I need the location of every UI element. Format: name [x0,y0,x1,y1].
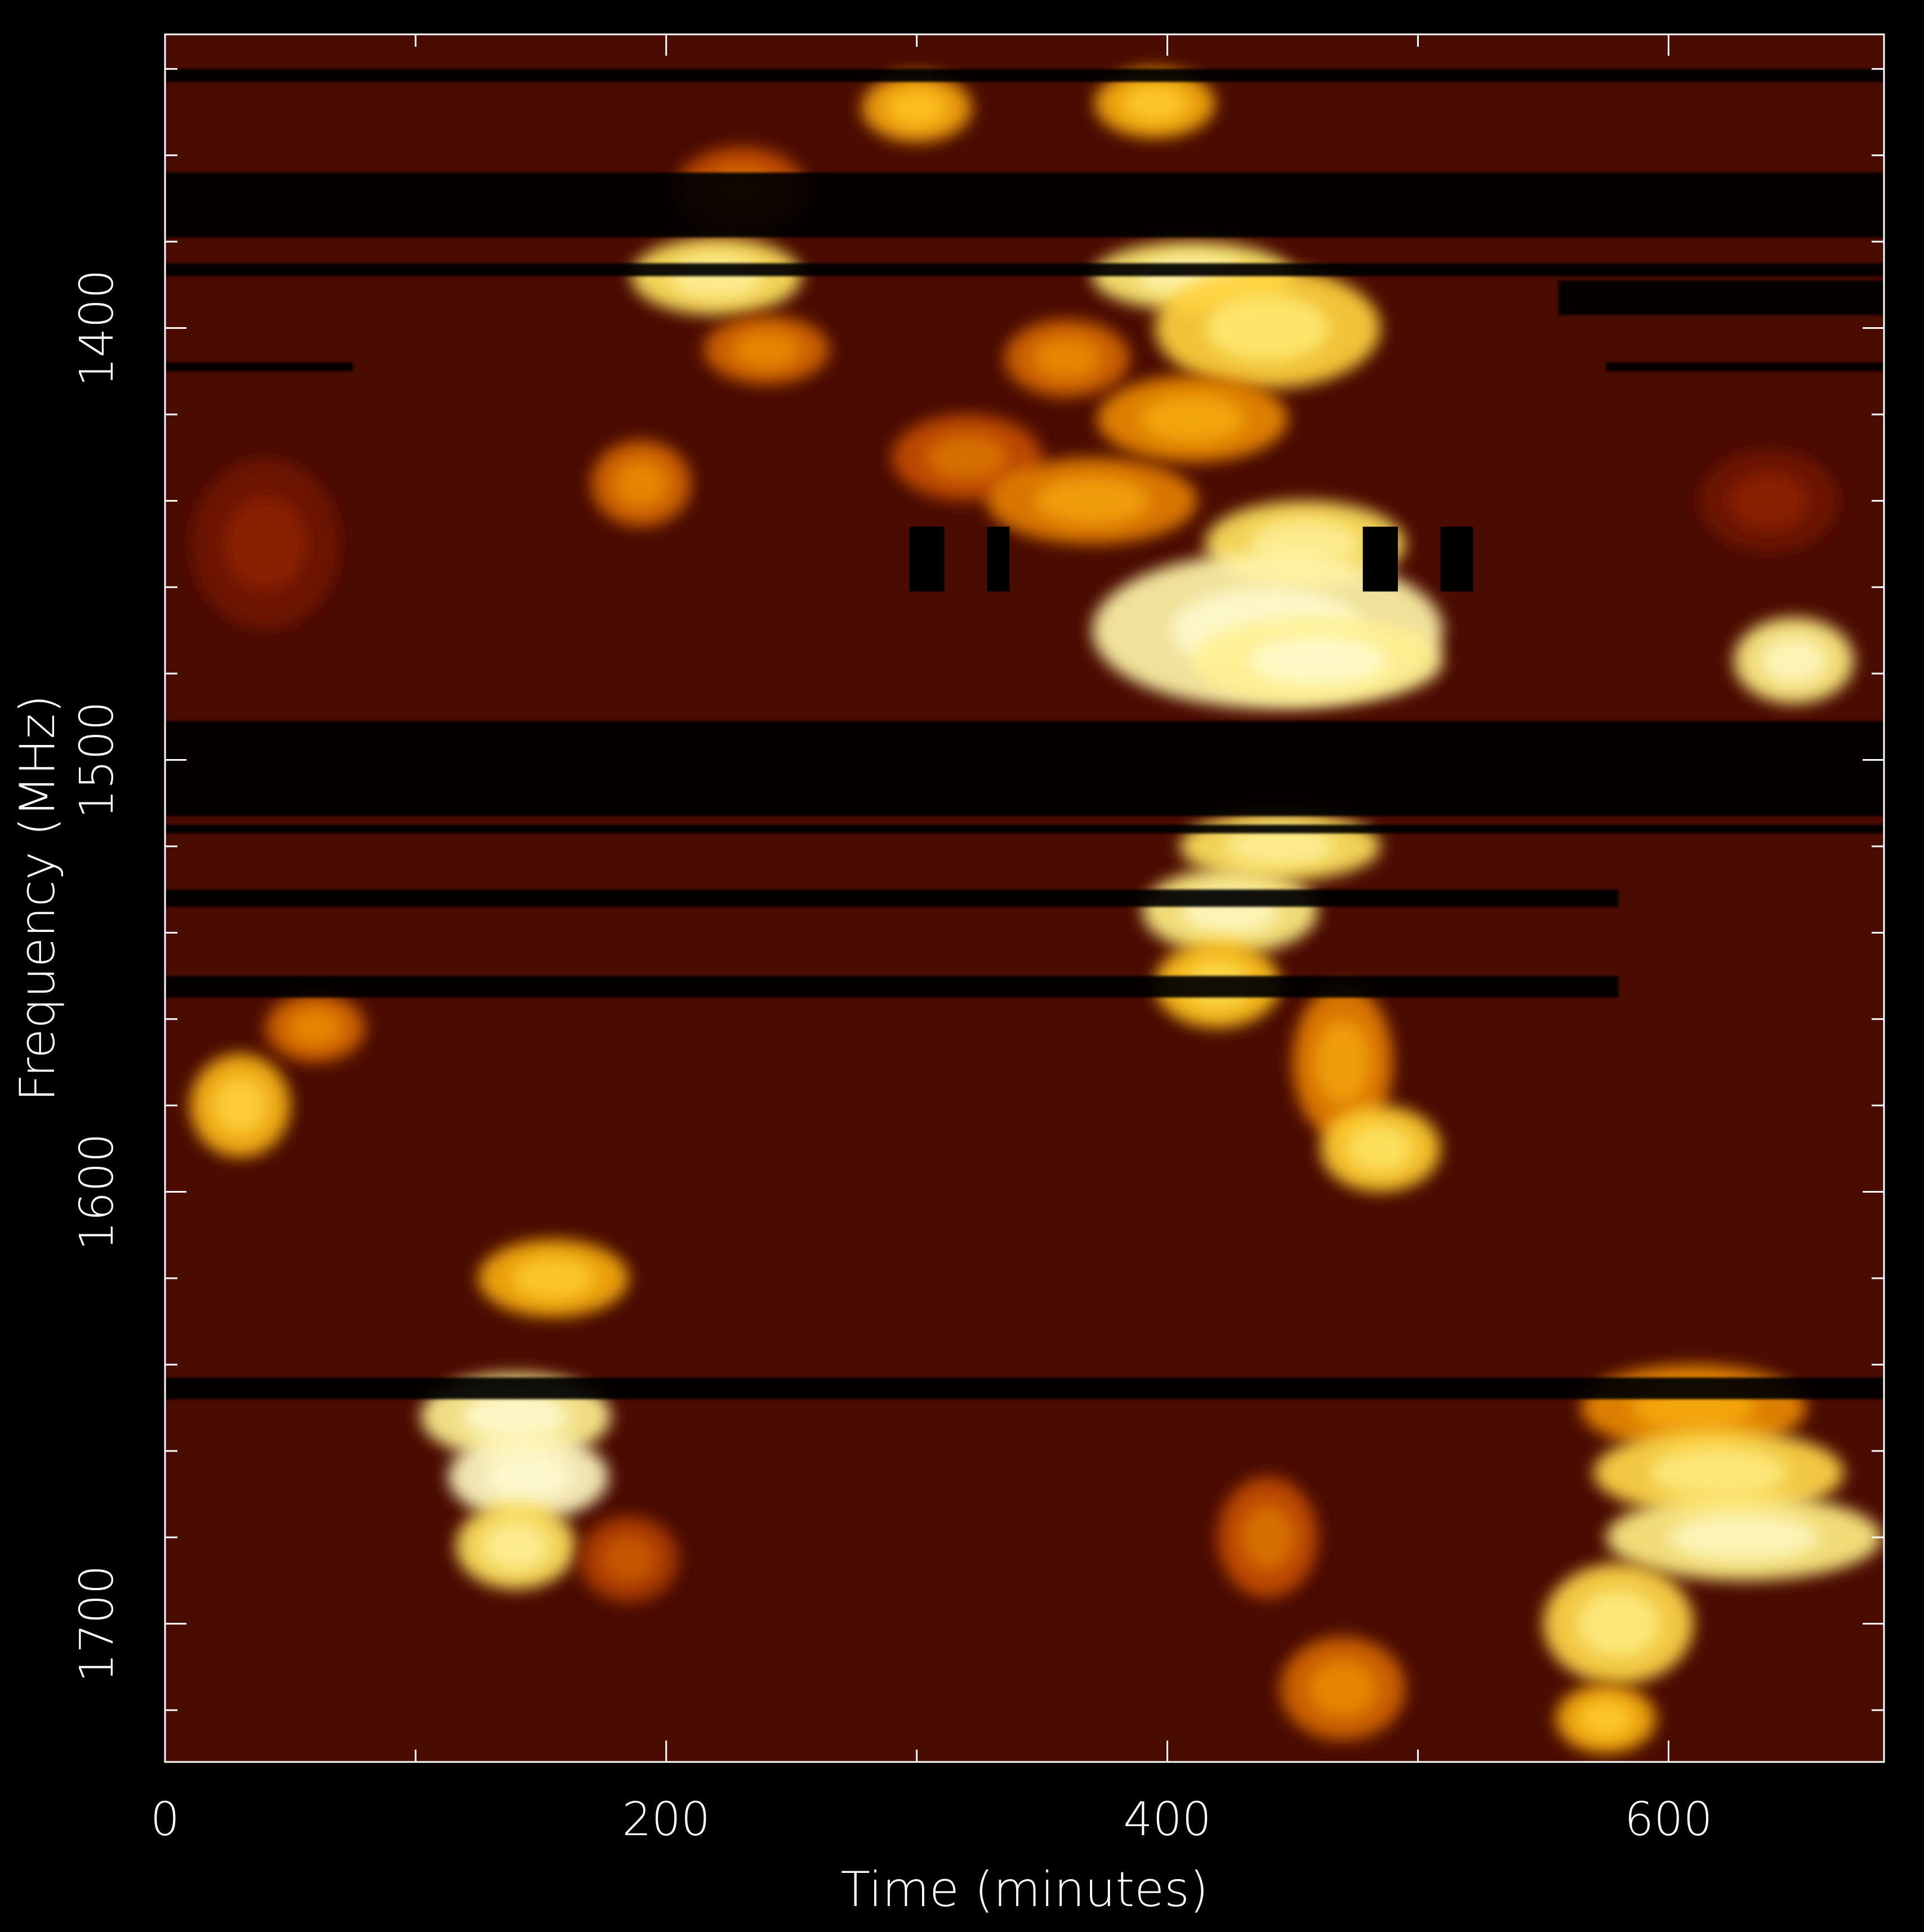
x-tick-label: 600 [1624,1793,1713,1846]
x-axis-label: Time (minutes) [840,1862,1208,1918]
rfi-block [1440,526,1473,592]
bright-region-core [1347,1125,1414,1173]
y-tick-label: 1600 [70,1133,124,1251]
rfi-band [1558,280,1884,315]
y-tick-label: 1500 [70,701,124,819]
rfi-block [987,526,1010,592]
rfi-band [165,69,1884,82]
bright-region-core [601,1535,657,1583]
bright-region-core [1240,1504,1295,1571]
bright-region-core [1121,84,1188,123]
y-axis-label: Frequency (MHz) [10,695,66,1102]
rfi-band [165,362,353,372]
bright-region-core [288,1009,343,1047]
bright-region-core [463,1393,568,1440]
bright-region-core [1140,395,1245,443]
rfi-band [1606,362,1884,372]
bright-region-core [224,496,307,592]
rfi-band [165,889,1619,907]
bright-region-core [925,434,1009,481]
axes-layer: 0 200 400 600 1400 1500 1600 1700 [70,34,1884,1846]
bright-region-core [732,331,801,369]
rfi-band [165,824,1884,833]
bright-region-core [484,1453,573,1501]
x-tick-label: 200 [622,1793,711,1846]
y-tick-label: 1400 [70,269,124,387]
bright-region-core [1224,827,1335,865]
bright-region-core [1249,636,1387,685]
rfi-band [165,263,1884,276]
y-tick-label: 1700 [70,1565,124,1683]
bright-region-core [1761,636,1827,685]
bright-region-core [1650,1448,1788,1497]
bright-region-core [212,1077,268,1134]
bright-region-core [1032,337,1102,380]
bright-region-core [512,1256,595,1300]
plot-frame [164,33,1885,1763]
rfi-band [165,172,1884,238]
x-tick-label: 0 [150,1793,180,1846]
bright-region-core [1308,1659,1378,1717]
bright-region-core [613,459,669,507]
bright-region-core [1315,1019,1370,1105]
rfi-band [165,721,1884,816]
bright-region-core [1034,477,1150,525]
rfi-band [165,976,1619,998]
bright-region-core [1577,1590,1660,1657]
bright-region-core [1578,1699,1634,1738]
bright-region-core [1730,472,1807,529]
rfi-band [165,1377,1884,1399]
bright-region-core [483,1522,549,1570]
rfi-block [909,526,945,592]
bright-region-core [1668,1513,1820,1561]
bright-region-core [1205,295,1330,362]
rfi-block [1362,526,1398,592]
bright-region-core [886,88,947,127]
x-tick-label: 400 [1123,1793,1212,1846]
rfi-layer [165,69,1884,1399]
